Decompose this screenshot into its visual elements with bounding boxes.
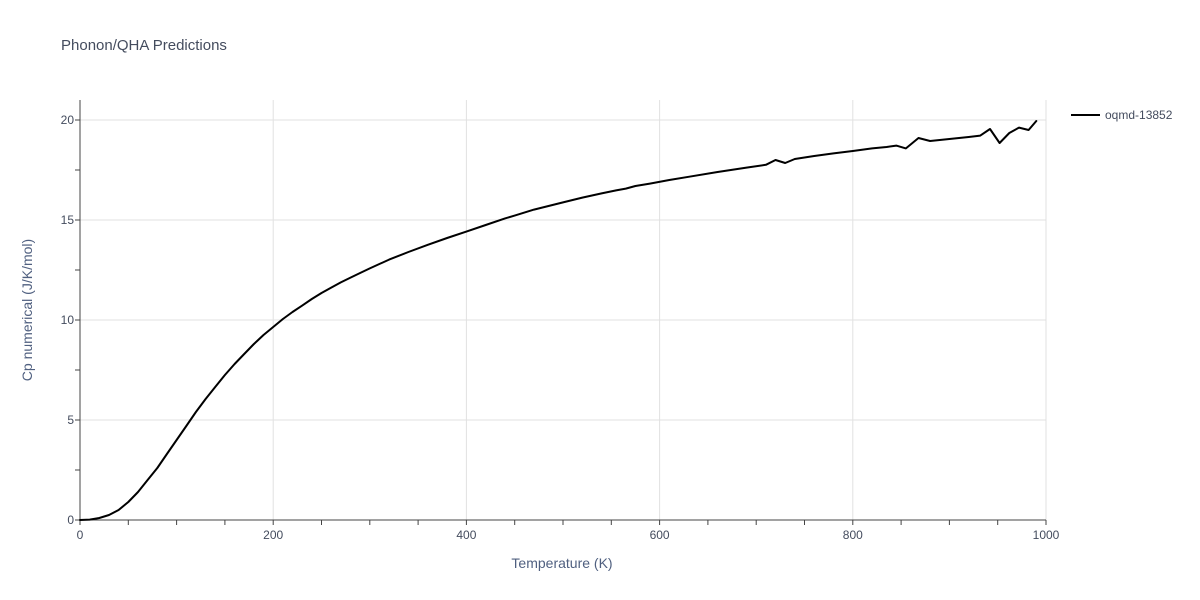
x-tick-label: 800 — [843, 528, 863, 542]
y-tick-label: 10 — [61, 313, 75, 327]
x-axis-label: Temperature (K) — [511, 555, 612, 571]
x-tick-label: 200 — [263, 528, 283, 542]
x-tick-label: 600 — [650, 528, 670, 542]
grid-lines — [80, 100, 1047, 520]
series-line-oqmd-13852 — [79, 120, 1038, 521]
chart-title: Phonon/QHA Predictions — [61, 37, 227, 54]
legend-label: oqmd-13852 — [1105, 108, 1173, 122]
y-tick-label: 5 — [67, 413, 74, 427]
x-tick-label: 1000 — [1033, 528, 1060, 542]
series-lines — [79, 120, 1038, 521]
y-tick-label: 15 — [61, 213, 75, 227]
y-tick-label: 0 — [67, 513, 74, 527]
tick-labels: 0 200 400 600 800 1000 0 5 10 15 20 — [61, 113, 1060, 542]
x-tick-label: 0 — [77, 528, 84, 542]
axes — [75, 100, 1047, 525]
y-tick-label: 20 — [61, 113, 75, 127]
legend[interactable]: oqmd-13852 — [1071, 108, 1173, 122]
y-axis-label: Cp numerical (J/K/mol) — [19, 239, 35, 381]
x-tick-label: 400 — [456, 528, 476, 542]
